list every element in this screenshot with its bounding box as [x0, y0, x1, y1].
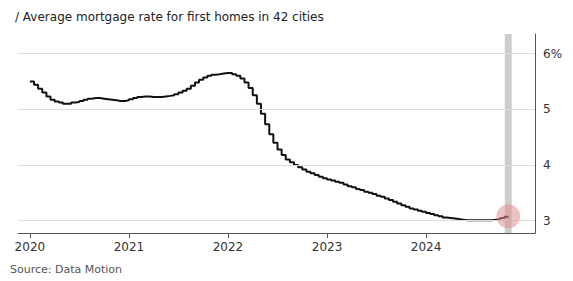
svg-text:3: 3	[543, 214, 551, 228]
svg-text:2021: 2021	[114, 240, 145, 254]
svg-text:2022: 2022	[213, 240, 244, 254]
svg-text:5: 5	[543, 102, 551, 116]
svg-text:2024: 2024	[411, 240, 442, 254]
svg-text:Source: Data Motion: Source: Data Motion	[10, 263, 122, 276]
svg-text:6%: 6%	[543, 47, 562, 61]
svg-text:4: 4	[543, 158, 551, 172]
svg-text:2023: 2023	[312, 240, 343, 254]
svg-text:2020: 2020	[15, 240, 46, 254]
svg-text:/ Average mortgage rate for fi: / Average mortgage rate for first homes …	[15, 10, 324, 24]
